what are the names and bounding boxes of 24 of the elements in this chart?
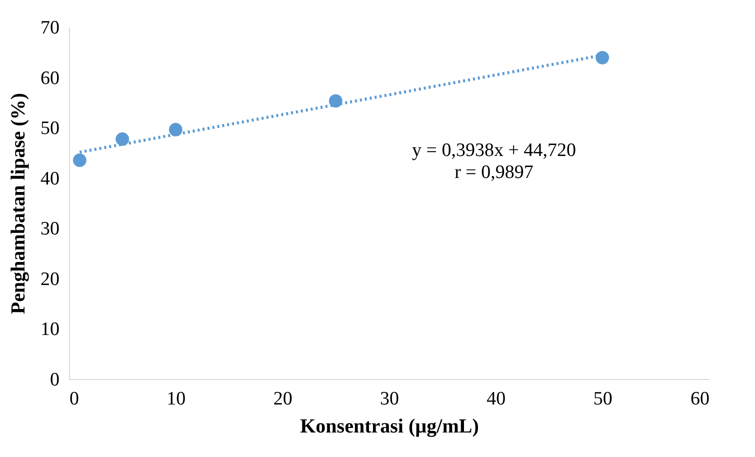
y-tick-label: 10 [40,319,60,340]
point [168,122,182,136]
y-tick-label: 20 [40,268,60,290]
point [328,94,342,108]
x-tick-label: 60 [690,388,710,410]
x-tick-label: 40 [486,388,506,410]
point [116,132,130,146]
point [72,154,86,167]
annotation: y = 0,3938x + 44,720 [412,140,576,161]
y-tick-label: 60 [40,68,60,89]
y-tick-label: 0 [50,370,60,390]
y-tick-label: 40 [40,168,60,190]
x-axis-title: Konsentrasi (µg/mL) [300,416,479,438]
annotation: r = 0,9897 [454,162,534,183]
x-tick-label: 30 [380,388,399,410]
point [596,50,610,64]
y-tick-label: 30 [40,218,60,240]
y-axis-title: Penghambatan lipase (%) [8,92,30,314]
x-tick-label: 20 [273,388,292,410]
x-tick-label: 0 [70,388,79,410]
x-tick-label: 50 [593,388,612,410]
y-tick-label: 70 [40,18,60,38]
y-tick-label: 50 [40,118,60,140]
x-tick-label: 10 [166,388,186,410]
